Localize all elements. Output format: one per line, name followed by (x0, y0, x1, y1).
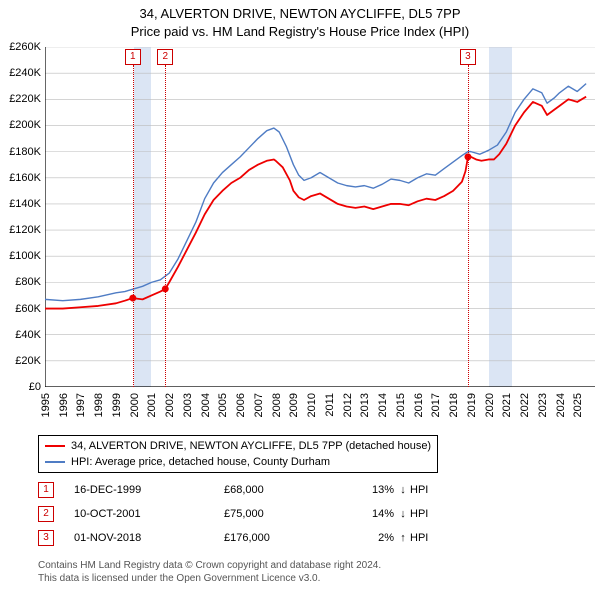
chart-title: 34, ALVERTON DRIVE, NEWTON AYCLIFFE, DL5… (0, 6, 600, 21)
chart-page: 34, ALVERTON DRIVE, NEWTON AYCLIFFE, DL5… (0, 0, 600, 590)
event-price: £176,000 (224, 532, 334, 544)
x-tick-label: 2004 (200, 393, 212, 417)
event-label: HPI (410, 532, 428, 544)
x-tick-label: 2016 (413, 393, 425, 417)
x-tick-label: 2005 (217, 393, 229, 417)
y-tick-label: £140K (1, 198, 41, 210)
event-arrow-icon: ↑ (396, 532, 410, 544)
event-marker-box: 1 (125, 49, 141, 65)
x-tick-label: 2011 (324, 393, 336, 417)
legend-label: 34, ALVERTON DRIVE, NEWTON AYCLIFFE, DL5… (71, 440, 431, 452)
series-price_paid (45, 97, 586, 309)
event-marker-box: 2 (157, 49, 173, 65)
x-tick-label: 2024 (555, 393, 567, 417)
disclaimer: Contains HM Land Registry data © Crown c… (38, 559, 598, 585)
y-tick-label: £100K (1, 250, 41, 262)
x-tick-label: 2020 (484, 393, 496, 417)
event-arrow-icon: ↓ (396, 484, 410, 496)
x-tick-label: 2000 (129, 393, 141, 417)
x-tick-label: 2008 (271, 393, 283, 417)
x-tick-label: 2025 (572, 393, 584, 417)
x-tick-label: 2021 (501, 393, 513, 417)
x-tick-label: 2003 (182, 393, 194, 417)
y-tick-label: £180K (1, 146, 41, 158)
x-tick-label: 1996 (58, 393, 70, 417)
y-tick-label: £160K (1, 172, 41, 184)
series-hpi (45, 84, 586, 301)
x-tick-label: 1998 (93, 393, 105, 417)
y-tick-label: £220K (1, 93, 41, 105)
x-tick-label: 2001 (146, 393, 158, 417)
x-tick-label: 2002 (164, 393, 176, 417)
x-tick-label: 2012 (342, 393, 354, 417)
x-tick-label: 2007 (253, 393, 265, 417)
event-arrow-icon: ↓ (396, 508, 410, 520)
event-date: 10-OCT-2001 (74, 508, 224, 520)
event-pct: 14% (334, 508, 396, 520)
event-date: 01-NOV-2018 (74, 532, 224, 544)
event-vline (468, 65, 469, 387)
event-pct: 13% (334, 484, 396, 496)
chart-subtitle: Price paid vs. HM Land Registry's House … (0, 24, 600, 39)
legend-row: 34, ALVERTON DRIVE, NEWTON AYCLIFFE, DL5… (45, 438, 431, 454)
x-tick-label: 2018 (448, 393, 460, 417)
plot-area: 12 3 (45, 47, 595, 387)
event-marker-icon: 1 (38, 482, 54, 498)
disclaimer-line: Contains HM Land Registry data © Crown c… (38, 559, 598, 572)
legend-row: HPI: Average price, detached house, Coun… (45, 454, 431, 470)
plot-svg (45, 47, 595, 387)
x-tick-label: 2013 (359, 393, 371, 417)
event-date: 16-DEC-1999 (74, 484, 224, 496)
legend-box: 34, ALVERTON DRIVE, NEWTON AYCLIFFE, DL5… (38, 435, 438, 473)
event-marker-icon: 3 (38, 530, 54, 546)
event-row: 1 16-DEC-1999£68,00013%↓HPI (38, 478, 428, 502)
x-tick-label: 2023 (537, 393, 549, 417)
x-tick-label: 2009 (288, 393, 300, 417)
y-tick-label: £0 (1, 381, 41, 393)
legend-swatch (45, 445, 65, 447)
events-table: 116-DEC-1999£68,00013%↓HPI210-OCT-2001£7… (38, 478, 428, 550)
y-tick-label: £200K (1, 119, 41, 131)
y-tick-label: £40K (1, 329, 41, 341)
y-tick-label: £20K (1, 355, 41, 367)
disclaimer-line: This data is licensed under the Open Gov… (38, 572, 598, 585)
x-tick-label: 2010 (306, 393, 318, 417)
event-label: HPI (410, 484, 428, 496)
x-tick-label: 2006 (235, 393, 247, 417)
legend-label: HPI: Average price, detached house, Coun… (71, 456, 330, 468)
y-tick-label: £260K (1, 41, 41, 53)
x-tick-label: 2022 (519, 393, 531, 417)
legend-swatch (45, 461, 65, 463)
x-tick-label: 1999 (111, 393, 123, 417)
y-tick-label: £240K (1, 67, 41, 79)
event-price: £75,000 (224, 508, 334, 520)
x-tick-label: 2014 (377, 393, 389, 417)
y-tick-label: £120K (1, 224, 41, 236)
event-price: £68,000 (224, 484, 334, 496)
event-vline (133, 65, 134, 387)
event-row: 2 10-OCT-2001£75,00014%↓HPI (38, 502, 428, 526)
event-vline (165, 65, 166, 387)
x-tick-label: 1995 (40, 393, 52, 417)
event-marker-box: 3 (460, 49, 476, 65)
y-tick-label: £80K (1, 276, 41, 288)
event-row: 3 01-NOV-2018£176,0002%↑HPI (38, 526, 428, 550)
event-label: HPI (410, 508, 428, 520)
y-tick-label: £60K (1, 303, 41, 315)
x-tick-label: 2017 (430, 393, 442, 417)
event-pct: 2% (334, 532, 396, 544)
x-tick-label: 2015 (395, 393, 407, 417)
x-tick-label: 1997 (75, 393, 87, 417)
event-marker-icon: 2 (38, 506, 54, 522)
x-tick-label: 2019 (466, 393, 478, 417)
